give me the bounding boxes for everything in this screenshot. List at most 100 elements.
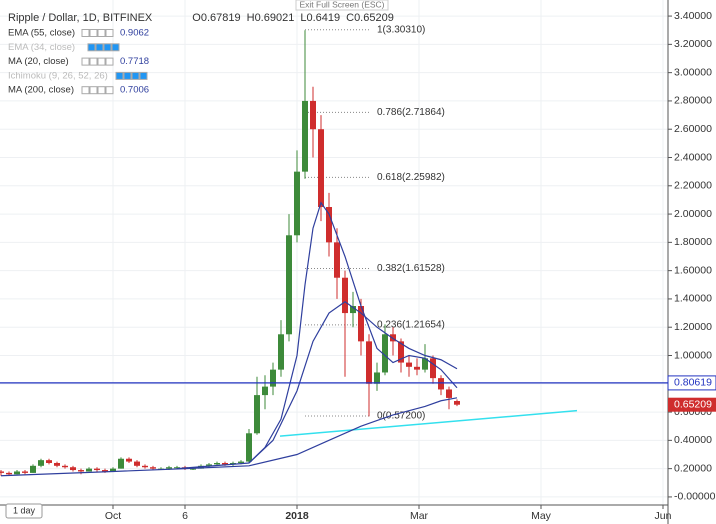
title-text: Ripple / Dollar, 1D, BITFINEX bbox=[8, 12, 153, 24]
indicator-icon[interactable] bbox=[81, 86, 90, 95]
candle-body bbox=[174, 467, 180, 469]
candle-body bbox=[446, 389, 452, 398]
indicator-name: MA (200, close) bbox=[8, 85, 74, 96]
indicator-icon[interactable] bbox=[139, 71, 148, 80]
indicator-icon[interactable] bbox=[115, 71, 124, 80]
fib-label: 0.786(2.71864) bbox=[377, 107, 445, 118]
candle-body bbox=[430, 358, 436, 379]
candle-body bbox=[62, 465, 68, 468]
exit-button[interactable] bbox=[295, 0, 389, 11]
x-tick-label: 6 bbox=[182, 510, 188, 522]
candle-body bbox=[214, 462, 220, 465]
candle-body bbox=[398, 341, 404, 363]
indicator-icon[interactable] bbox=[103, 43, 112, 52]
ohlc-value: 0.69021 bbox=[255, 12, 295, 24]
candle-body bbox=[374, 372, 380, 384]
indicator-icon[interactable] bbox=[95, 43, 104, 52]
indicator-icon[interactable] bbox=[89, 29, 98, 37]
indicator-value: 0.7006 bbox=[120, 85, 149, 96]
candle-body bbox=[6, 472, 12, 475]
candle-body bbox=[262, 386, 268, 396]
indicator-icon[interactable] bbox=[97, 57, 106, 66]
indicator-icon[interactable] bbox=[89, 57, 98, 66]
hline-label-box bbox=[667, 375, 716, 391]
y-tick-label: 2.60000 bbox=[674, 123, 712, 135]
candle-body bbox=[126, 458, 132, 462]
ohlc-value: 0.67819 bbox=[201, 12, 241, 24]
indicator-icon[interactable] bbox=[105, 57, 114, 66]
candle-body bbox=[222, 462, 228, 465]
candle-body bbox=[54, 462, 60, 466]
interval-button[interactable] bbox=[5, 503, 43, 519]
candle-body bbox=[414, 366, 420, 370]
fib-label: 1(3.30310) bbox=[377, 24, 425, 35]
y-tick-label: 2.00000 bbox=[674, 208, 712, 220]
candle-body bbox=[70, 467, 76, 471]
indicator-line bbox=[176, 301, 458, 470]
x-tick-label: Oct bbox=[105, 510, 121, 522]
indicator-icon[interactable] bbox=[131, 71, 140, 80]
fib-label: 0.382(1.61528) bbox=[377, 263, 445, 274]
candle-body bbox=[318, 129, 324, 207]
y-tick-label: 2.40000 bbox=[674, 151, 712, 163]
x-tick-label: Mar bbox=[410, 510, 429, 522]
candle-body bbox=[326, 207, 332, 243]
plot: 1(3.30310) 0.786(2.71864) 0.618(2.25982) 0.… bbox=[0, 24, 578, 477]
indicator-icon[interactable] bbox=[123, 71, 132, 80]
candle-body bbox=[438, 378, 444, 390]
fib-label: 0.618(2.25982) bbox=[377, 172, 445, 183]
indicator-icon[interactable] bbox=[87, 43, 96, 52]
ohlc-value: 0.6419 bbox=[306, 12, 340, 24]
candle-body bbox=[358, 306, 364, 342]
candle-body bbox=[0, 471, 4, 473]
indicator-value: 0.7718 bbox=[120, 56, 149, 67]
last-price-box bbox=[668, 397, 716, 412]
indicator-icons bbox=[87, 43, 120, 52]
ohlc-value: 0.65209 bbox=[354, 12, 394, 24]
indicator-icon[interactable] bbox=[81, 29, 90, 37]
candle-body bbox=[278, 334, 284, 370]
candle-body bbox=[102, 470, 108, 472]
y-tick-label: 1.00000 bbox=[674, 349, 712, 361]
candle-body bbox=[30, 465, 36, 473]
indicator-icon[interactable] bbox=[97, 86, 106, 95]
y-tick-label: 0.20000 bbox=[674, 462, 712, 474]
candle-body bbox=[166, 467, 172, 469]
indicator-icon[interactable] bbox=[81, 57, 90, 66]
candle-body bbox=[134, 461, 140, 466]
y-tick-label: 3.20000 bbox=[674, 38, 712, 50]
y-tick-label: -0.00000 bbox=[674, 491, 716, 503]
candle-body bbox=[382, 334, 388, 373]
interval-text[interactable]: 1 day bbox=[13, 505, 36, 515]
y-tick-label: 3.00000 bbox=[674, 66, 712, 78]
candle-body bbox=[342, 277, 348, 314]
indicator-icons bbox=[81, 29, 114, 37]
indicator-icon[interactable] bbox=[89, 86, 98, 95]
ohlc-key: C bbox=[346, 12, 354, 24]
indicator-icon[interactable] bbox=[111, 43, 120, 52]
candle-body bbox=[310, 100, 316, 130]
candle-body bbox=[366, 341, 372, 384]
candle-body bbox=[350, 306, 356, 314]
y-tick-label: 1.20000 bbox=[674, 321, 712, 333]
candle-body bbox=[86, 468, 92, 472]
candle-body bbox=[294, 171, 300, 236]
ohlc-key: O bbox=[192, 12, 201, 24]
ohlc-key: H bbox=[247, 12, 255, 24]
indicator-icon[interactable] bbox=[105, 86, 114, 95]
candle-body bbox=[254, 395, 260, 434]
candle-body bbox=[14, 471, 20, 475]
y-tick-label: 1.80000 bbox=[674, 236, 712, 248]
indicator-icon[interactable] bbox=[105, 29, 114, 37]
indicator-name: MA (20, close) bbox=[8, 56, 69, 67]
y-tick-label: 3.40000 bbox=[674, 10, 712, 22]
exit-text[interactable]: Exit Full Screen (ESC) bbox=[299, 0, 384, 9]
indicator-icons bbox=[115, 71, 148, 80]
candle-body bbox=[142, 465, 148, 468]
indicator-icon[interactable] bbox=[97, 29, 106, 37]
x-tick-label: Jun bbox=[655, 510, 672, 522]
candle-body bbox=[454, 401, 460, 405]
y-tick-label: 1.40000 bbox=[674, 293, 712, 305]
candle-body bbox=[334, 242, 340, 278]
